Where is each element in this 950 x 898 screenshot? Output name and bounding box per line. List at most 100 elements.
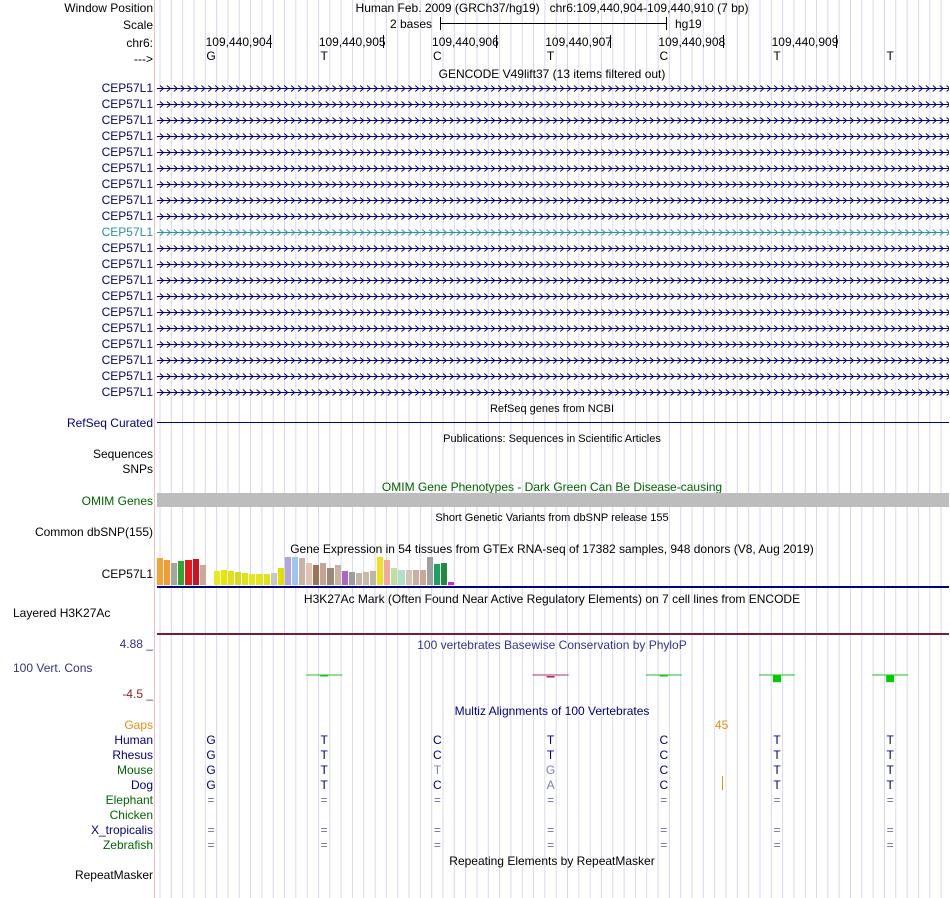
phylop-plot[interactable]: [157, 650, 949, 700]
gtex-tissue-bar[interactable]: [185, 559, 192, 585]
gtex-tissue-bar[interactable]: [192, 559, 199, 585]
gencode-gene-label[interactable]: CEP57L1: [101, 337, 153, 351]
gtex-tissue-bar[interactable]: [426, 557, 433, 585]
gencode-gene-line[interactable]: [157, 392, 949, 393]
gtex-tissue-bar[interactable]: [398, 569, 405, 585]
multiz-species-label[interactable]: Mouse: [116, 763, 153, 777]
gencode-gene-line[interactable]: [157, 328, 949, 329]
gencode-gene-line[interactable]: [157, 152, 949, 153]
omim-gene-bar[interactable]: [157, 493, 949, 507]
gtex-tissue-bar[interactable]: [249, 573, 256, 585]
gtex-tissue-bar[interactable]: [242, 573, 249, 585]
gencode-gene-line[interactable]: [157, 376, 949, 377]
gtex-tissue-bar[interactable]: [270, 573, 277, 585]
multiz-species-label[interactable]: Rhesus: [112, 748, 153, 762]
multiz-species-label[interactable]: X_tropicalis: [90, 823, 153, 837]
gencode-gene-line[interactable]: [157, 104, 949, 105]
gtex-track-title[interactable]: Gene Expression in 54 tissues from GTEx …: [290, 542, 814, 556]
gencode-gene-label[interactable]: CEP57L1: [101, 97, 153, 111]
multiz-species-label[interactable]: Human: [114, 733, 153, 747]
refseq-gene-line[interactable]: [157, 422, 949, 423]
gtex-tissue-bar[interactable]: [348, 572, 355, 585]
gtex-track-label[interactable]: CEP57L1: [101, 567, 153, 581]
gencode-gene-line[interactable]: [157, 200, 949, 201]
gtex-tissue-bar[interactable]: [377, 557, 384, 585]
h3k27ac-track-label[interactable]: Layered H3K27Ac: [13, 606, 111, 620]
publications-sequences-label[interactable]: Sequences: [92, 447, 153, 461]
omim-track-label[interactable]: OMIM Genes: [81, 494, 153, 508]
phylop-track-title[interactable]: 100 vertebrates Basewise Conservation by…: [417, 638, 687, 652]
multiz-species-label[interactable]: Dog: [130, 778, 153, 792]
gencode-gene-label[interactable]: CEP57L1: [101, 289, 153, 303]
gtex-tissue-bar[interactable]: [178, 561, 185, 585]
gtex-tissue-bar[interactable]: [157, 558, 164, 585]
publications-snps-label[interactable]: SNPs: [122, 462, 153, 476]
h3k27ac-track-title[interactable]: H3K27Ac Mark (Often Found Near Active Re…: [303, 592, 801, 606]
multiz-species-label[interactable]: Zebrafish: [102, 838, 153, 852]
gtex-tissue-bar[interactable]: [164, 559, 171, 585]
gtex-tissue-bar[interactable]: [341, 571, 348, 585]
gtex-tissue-bar[interactable]: [228, 571, 235, 585]
gencode-gene-label[interactable]: CEP57L1: [101, 321, 153, 335]
gencode-gene-line[interactable]: [157, 216, 949, 217]
gencode-gene-label[interactable]: CEP57L1: [101, 161, 153, 175]
gtex-tissue-bar[interactable]: [256, 573, 263, 585]
gencode-gene-line[interactable]: [157, 168, 949, 169]
gencode-gene-line[interactable]: [157, 232, 949, 233]
gtex-tissue-bar[interactable]: [220, 569, 228, 585]
multiz-track-title[interactable]: Multiz Alignments of 100 Vertebrates: [454, 704, 650, 718]
gencode-gene-label[interactable]: CEP57L1: [101, 385, 153, 399]
repeatmasker-track-label[interactable]: RepeatMasker: [74, 868, 153, 882]
repeatmasker-track-title[interactable]: Repeating Elements by RepeatMasker: [449, 854, 655, 868]
gtex-tissue-bar[interactable]: [235, 572, 242, 585]
gencode-gene-label[interactable]: CEP57L1: [101, 305, 153, 319]
gencode-gene-label[interactable]: CEP57L1: [101, 369, 153, 383]
gtex-tissue-bar[interactable]: [419, 569, 426, 585]
gencode-gene-label[interactable]: CEP57L1: [101, 145, 153, 159]
gencode-gene-line[interactable]: [157, 248, 949, 249]
gencode-gene-line[interactable]: [157, 312, 949, 313]
multiz-species-label[interactable]: Chicken: [109, 808, 153, 822]
gtex-tissue-bar[interactable]: [171, 562, 178, 585]
gencode-gene-label[interactable]: CEP57L1: [101, 353, 153, 367]
gencode-gene-line[interactable]: [157, 264, 949, 265]
gencode-gene-line[interactable]: [157, 120, 949, 121]
gtex-tissue-bar[interactable]: [306, 563, 313, 585]
gencode-track-title[interactable]: GENCODE V49lift37 (13 items filtered out…: [438, 67, 666, 81]
gtex-tissue-bar[interactable]: [299, 558, 306, 585]
gtex-tissue-bar[interactable]: [199, 565, 206, 585]
gtex-tissue-bar[interactable]: [355, 573, 362, 585]
dbsnp-track-title[interactable]: Short Genetic Variants from dbSNP releas…: [435, 512, 669, 524]
gtex-tissue-bar[interactable]: [313, 564, 320, 585]
gtex-tissue-bar[interactable]: [284, 557, 291, 585]
gtex-tissue-bar[interactable]: [206, 582, 213, 585]
gtex-tissue-bar[interactable]: [263, 574, 270, 585]
gtex-bar-chart[interactable]: [157, 557, 557, 585]
dbsnp-track-label[interactable]: Common dbSNP(155): [34, 525, 153, 539]
gencode-gene-line[interactable]: [157, 280, 949, 281]
phylop-track-label[interactable]: 100 Vert. Cons: [13, 661, 93, 675]
gtex-tissue-bar[interactable]: [213, 571, 220, 585]
gtex-tissue-bar[interactable]: [448, 582, 455, 585]
gtex-tissue-bar[interactable]: [362, 572, 370, 585]
gencode-gene-line[interactable]: [157, 184, 949, 185]
gtex-tissue-bar[interactable]: [370, 571, 377, 585]
gencode-gene-line[interactable]: [157, 136, 949, 137]
gtex-tissue-bar[interactable]: [391, 568, 398, 585]
gtex-tissue-bar[interactable]: [405, 569, 412, 585]
gtex-tissue-bar[interactable]: [441, 562, 448, 585]
gencode-gene-label[interactable]: CEP57L1: [101, 193, 153, 207]
multiz-species-label[interactable]: Elephant: [105, 793, 153, 807]
gencode-gene-label[interactable]: CEP57L1: [101, 177, 153, 191]
gencode-gene-label[interactable]: CEP57L1: [101, 209, 153, 223]
gtex-tissue-bar[interactable]: [412, 570, 419, 585]
gencode-gene-line[interactable]: [157, 296, 949, 297]
gtex-tissue-bar[interactable]: [320, 563, 327, 585]
gencode-gene-label[interactable]: CEP57L1: [101, 113, 153, 127]
gencode-gene-label[interactable]: CEP57L1: [101, 81, 153, 95]
gencode-gene-line[interactable]: [157, 88, 949, 89]
gtex-tissue-bar[interactable]: [384, 559, 391, 585]
gtex-tissue-bar[interactable]: [334, 564, 341, 585]
refseq-track-title[interactable]: RefSeq genes from NCBI: [489, 403, 615, 415]
